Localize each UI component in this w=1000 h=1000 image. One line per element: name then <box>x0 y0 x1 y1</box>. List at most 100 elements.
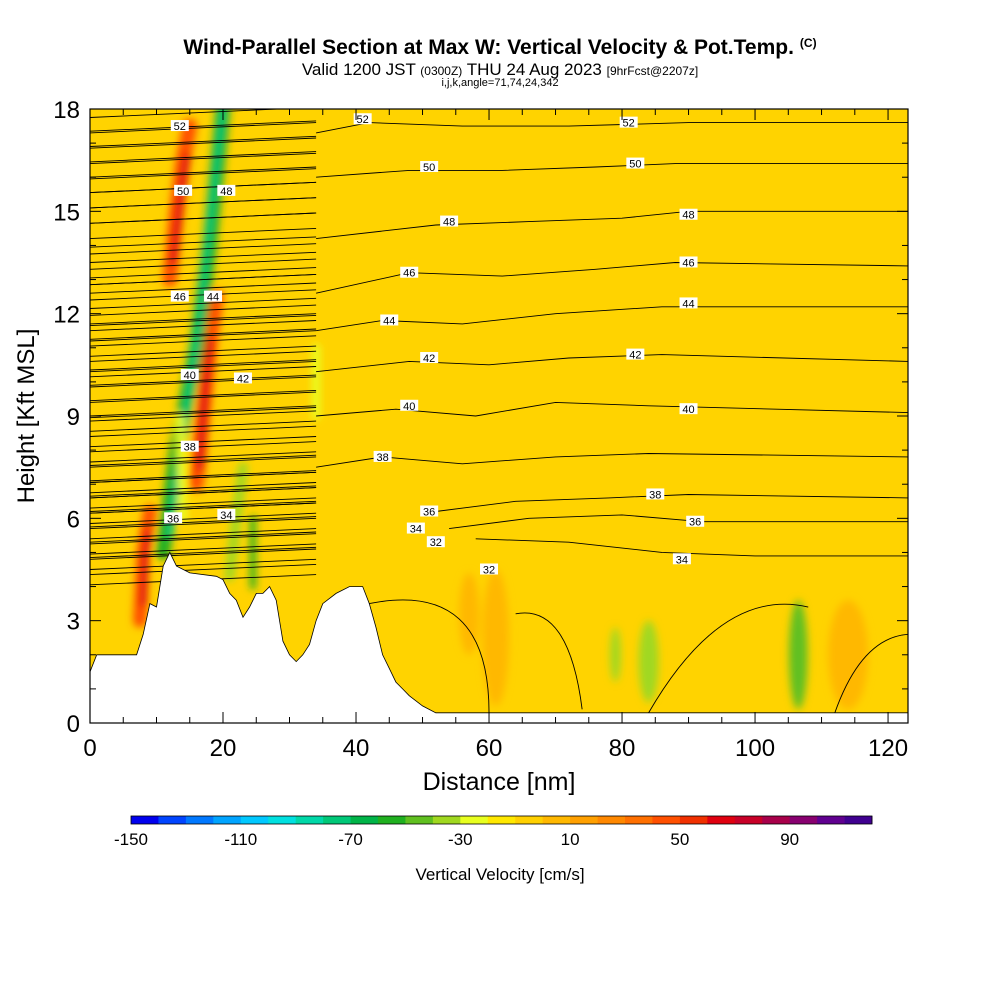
contour-label: 46 <box>170 290 189 304</box>
contour-label-bg <box>679 208 698 220</box>
contour-label-text: 50 <box>177 186 189 198</box>
colorbar-swatch <box>789 816 818 824</box>
contour-label-text: 38 <box>376 452 388 464</box>
contour-label-bg <box>233 372 252 384</box>
colorbar-swatch <box>158 816 187 824</box>
contour-label-bg <box>164 512 183 524</box>
contour-west-32 <box>90 528 317 540</box>
contour-label-text: 32 <box>483 565 495 577</box>
contour-label: 40 <box>679 403 698 416</box>
contour-west-52 <box>90 92 316 102</box>
y-tick-label: 0 <box>67 711 80 738</box>
contour-label-bg <box>679 403 698 415</box>
velocity-blobs <box>133 109 869 710</box>
contour-label: 36 <box>164 512 183 525</box>
contour-label-bg <box>420 505 439 517</box>
contour-32 <box>475 538 908 557</box>
contour-38 <box>316 453 908 468</box>
colorbar-swatch <box>707 816 736 824</box>
contour-west-40 <box>90 405 317 417</box>
colorbar-swatch <box>762 816 791 824</box>
contour-label: 52 <box>353 113 372 126</box>
colorbar-tick-label: -110 <box>224 830 257 849</box>
forecast-tag: [9hrFcst@2207z] <box>606 64 699 78</box>
contour-west-46 <box>90 267 317 279</box>
contour-west-32 <box>90 497 317 509</box>
y-tick-label: 3 <box>67 609 80 636</box>
contour-west-52 <box>90 122 317 134</box>
contour-label: 38 <box>180 440 199 454</box>
colorbar-swatch <box>625 816 653 824</box>
contour-west-42 <box>90 314 317 327</box>
contour-west-36 <box>90 546 317 559</box>
contour-label-text: 52 <box>174 121 186 133</box>
colorbar-swatch <box>460 816 489 824</box>
contour-low-4 <box>834 633 908 713</box>
contour-low-2 <box>515 612 583 710</box>
colorbar-swatch <box>378 816 406 824</box>
colorbar-swatch <box>268 816 297 824</box>
contour-label: 42 <box>420 352 439 365</box>
contour-label: 40 <box>400 399 419 413</box>
contour-label: 32 <box>426 536 445 549</box>
contour-label-text: 40 <box>682 404 694 416</box>
contour-label-text: 48 <box>443 217 455 229</box>
contour-label-text: 40 <box>184 370 196 382</box>
contour-label-bg <box>626 157 645 169</box>
contour-36 <box>435 494 908 512</box>
contour-label-text: 34 <box>220 510 232 522</box>
contour-label-bg <box>426 536 445 548</box>
colorbar-swatch <box>323 816 351 824</box>
contour-west-40 <box>90 436 317 448</box>
contour-west-38 <box>90 410 317 422</box>
contour-west-38 <box>90 487 317 499</box>
contour-west-50 <box>90 212 317 224</box>
y-tick-label: 12 <box>53 302 80 329</box>
contour-label-bg <box>420 352 439 364</box>
contour-west-50 <box>90 151 317 163</box>
contour-label-bg <box>619 116 638 128</box>
contour-label-text: 42 <box>237 373 249 385</box>
contour-label-bg <box>204 290 223 302</box>
contour-label-text: 52 <box>623 118 635 130</box>
contour-label: 36 <box>420 505 439 519</box>
contour-west-48 <box>90 227 317 240</box>
contour-label-text: 46 <box>174 292 186 304</box>
colorbar-label: Vertical Velocity [cm/s] <box>415 865 584 884</box>
contour-west-50 <box>90 197 317 209</box>
colorbar-swatch <box>432 816 461 824</box>
contour-low-1 <box>369 599 490 713</box>
downdraft-small <box>224 462 248 582</box>
updraft-mid-core <box>196 337 214 471</box>
contour-label-bg <box>174 184 193 196</box>
contour-label-text: 52 <box>357 114 369 126</box>
contour-label-bg <box>626 348 645 360</box>
contour-label-text: 40 <box>403 401 415 413</box>
x-tick-label: 0 <box>83 735 96 762</box>
contour-west-34 <box>90 563 317 576</box>
low-orange-2 <box>828 600 869 710</box>
colorbar-swatch <box>679 816 708 824</box>
contour-label: 34 <box>217 508 236 522</box>
colorbar-tick-label: 90 <box>780 830 799 849</box>
contour-label: 32 <box>480 563 499 577</box>
contour-west-36 <box>90 470 317 482</box>
contour-label: 46 <box>679 256 698 270</box>
low-orange-1 <box>482 569 509 706</box>
contour-west-40 <box>90 359 317 371</box>
low-orange-3 <box>459 572 480 655</box>
contour-label-text: 50 <box>629 159 641 171</box>
contour-label: 38 <box>646 488 665 501</box>
contour-west-50 <box>90 181 317 194</box>
colorbar-swatch <box>350 816 379 824</box>
contour-label: 34 <box>406 522 425 536</box>
contour-label-bg <box>180 440 199 452</box>
contour-label-bg <box>217 508 236 520</box>
contour-west-32 <box>90 558 317 570</box>
contour-label: 34 <box>672 553 691 566</box>
contour-48 <box>316 210 908 240</box>
contour-label: 46 <box>400 266 419 280</box>
contour-50 <box>316 163 908 178</box>
colorbar-swatch <box>185 816 214 824</box>
